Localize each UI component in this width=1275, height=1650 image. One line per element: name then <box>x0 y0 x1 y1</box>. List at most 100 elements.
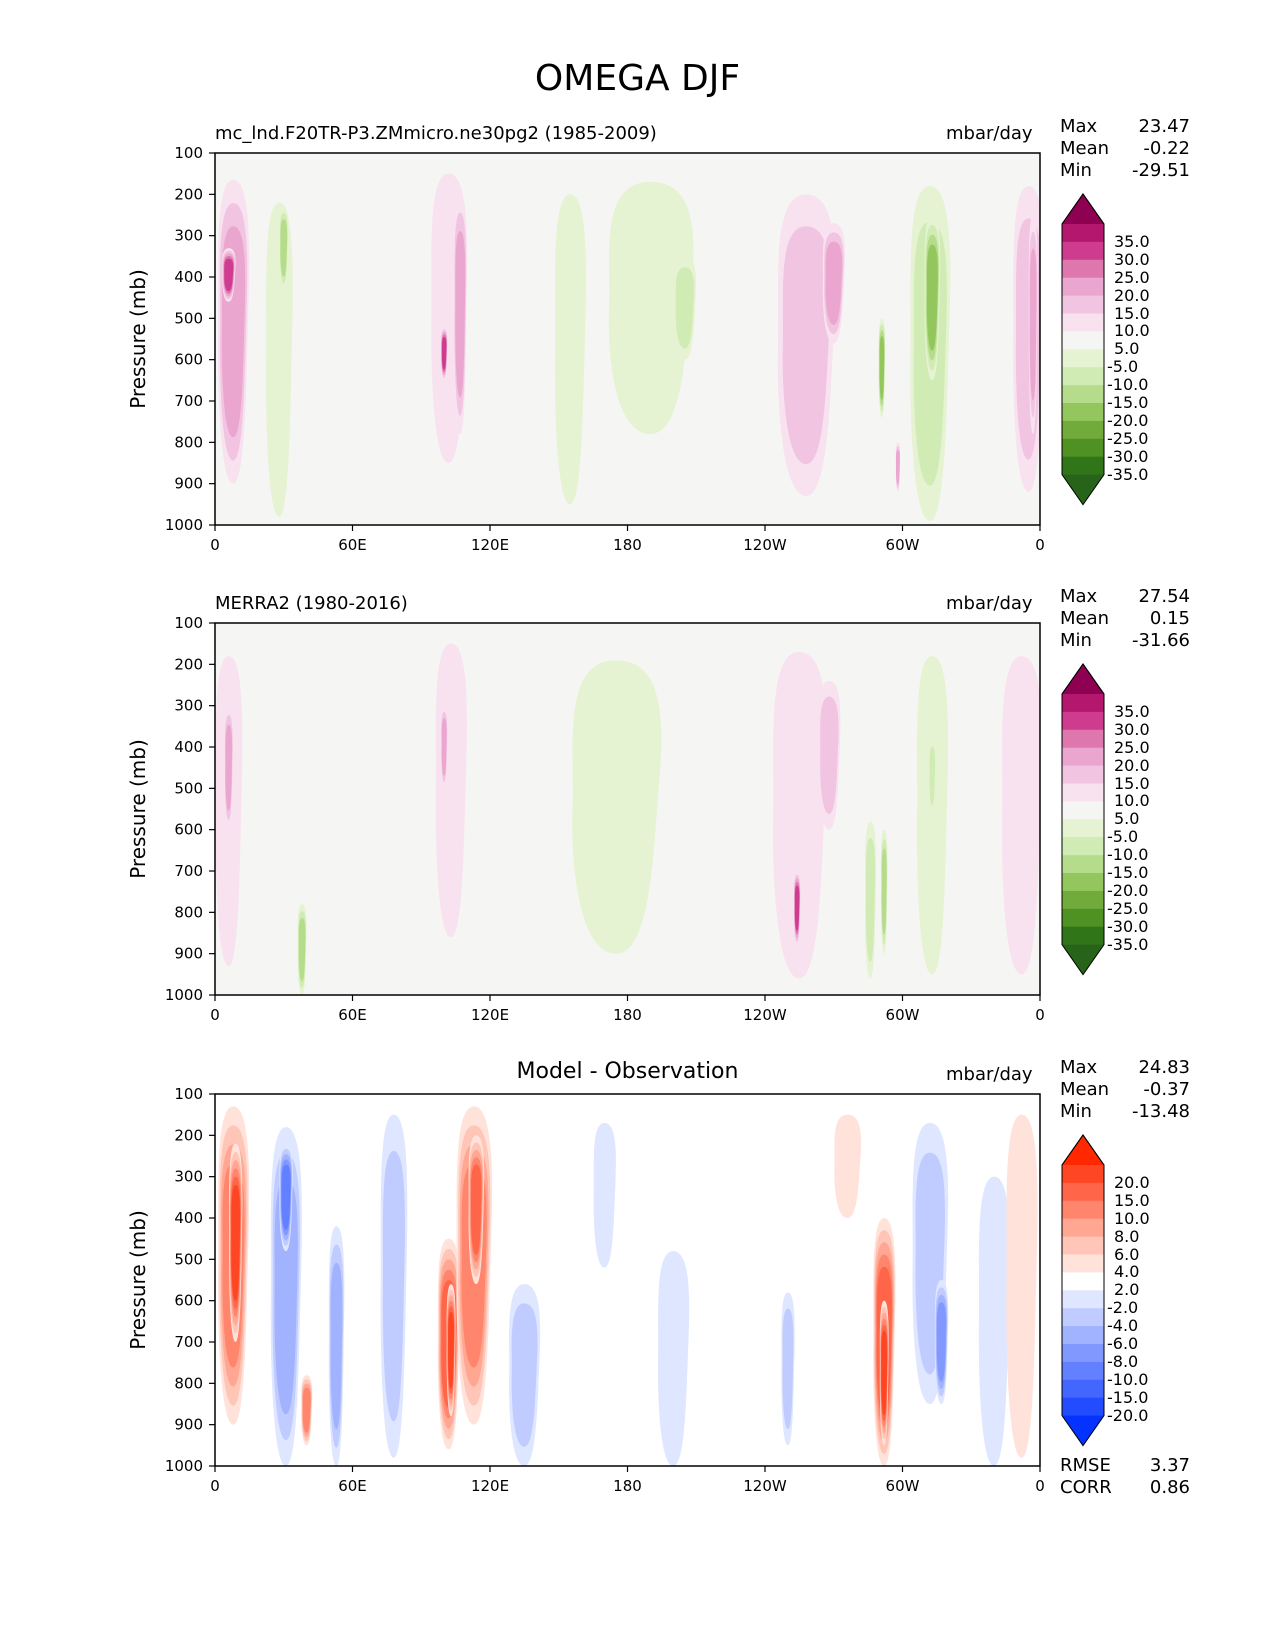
colorbar-extend-bottom <box>1062 1415 1104 1446</box>
colorbar-tick-label: 6.0 <box>1114 1244 1140 1264</box>
contour-feature-22-level-1 <box>1006 1114 1038 1458</box>
stat-label: Mean <box>1060 138 1110 159</box>
subplot-title: Model - Observation <box>516 1059 739 1084</box>
x-tick-label: 60W <box>886 1477 920 1495</box>
x-tick-label: 0 <box>210 1477 220 1495</box>
colorbar-swatch <box>1062 855 1104 874</box>
colorbar-swatch <box>1062 1344 1104 1363</box>
colorbar-swatch <box>1062 819 1104 838</box>
y-tick-label: 900 <box>174 1416 203 1434</box>
units-label: mbar/day <box>946 593 1033 614</box>
contour-feature-12-level-3 <box>825 241 843 325</box>
colorbar-tick-label: 10.0 <box>1114 1208 1150 1228</box>
contour-feature-11-level-5 <box>471 1164 482 1255</box>
contour-feature-14-level-3 <box>896 449 900 485</box>
colorbar-swatch <box>1062 873 1104 892</box>
contour-feature-18-level-6 <box>881 1330 888 1416</box>
contour-feature-8-level-1 <box>554 194 587 505</box>
stat-row-max: Max 23.47 <box>1060 116 1190 138</box>
colorbar-tick-label: 30.0 <box>1114 719 1150 739</box>
stat-value: -0.37 <box>1143 1079 1190 1100</box>
y-tick-label: 700 <box>174 862 203 880</box>
colorbar-swatch <box>1062 331 1104 350</box>
contour-feature-6-level-1 <box>572 660 662 954</box>
y-axis-label: Pressure (mb) <box>126 1210 150 1350</box>
x-tick-label: 60W <box>886 536 920 554</box>
stat-label: Max <box>1060 1057 1098 1078</box>
y-tick-label: 500 <box>174 1250 203 1268</box>
contour-feature-13-level-4 <box>879 336 885 400</box>
y-tick-label: 1000 <box>165 516 203 534</box>
contour-feature-11-level-2 <box>782 226 831 465</box>
stat-label: Min <box>1060 1101 1092 1122</box>
colorbar-outline <box>1061 663 1105 976</box>
contour-fields <box>217 173 1040 521</box>
contour-feature-13-level-1 <box>593 1122 616 1268</box>
colorbar-tick-label: -35.0 <box>1107 934 1149 954</box>
contour-feature-2-level-6 <box>231 1184 241 1301</box>
contour-feature-7-level-1 <box>773 651 827 979</box>
colorbar-tick-label: 10.0 <box>1114 791 1150 811</box>
colorbar-swatch <box>1062 783 1104 802</box>
colorbar-tick-label: 15.0 <box>1114 773 1150 793</box>
colorbar-swatch <box>1062 1272 1104 1291</box>
contour-feature-6-level-3 <box>455 230 466 398</box>
contour-feature-16-level-4 <box>926 244 938 351</box>
colorbar-tick-label: -35.0 <box>1107 464 1149 484</box>
contour-feature-12-level-2 <box>511 1303 538 1447</box>
metric-corr: CORR 0.86 <box>1060 1477 1190 1499</box>
colorbar-swatch <box>1062 403 1104 422</box>
colorbar-swatch <box>1062 1254 1104 1273</box>
colorbar-tick-label: -10.0 <box>1107 375 1149 395</box>
x-tick-label: 60W <box>886 1006 920 1024</box>
colorbar-swatch <box>1062 908 1104 928</box>
stat-value: 27.54 <box>1138 586 1190 607</box>
stat-value: -0.22 <box>1143 138 1190 159</box>
colorbar-tick-label: -6.0 <box>1107 1334 1139 1353</box>
contour-feature-7-level-2 <box>382 1150 405 1422</box>
y-tick-label: 800 <box>174 1374 203 1392</box>
colorbar-outline <box>1061 1134 1105 1447</box>
colorbar-swatch <box>1062 420 1104 440</box>
colorbar-tick-label: 20.0 <box>1114 1172 1150 1192</box>
colorbar-tick-label: 10.0 <box>1114 321 1150 341</box>
colorbar-swatch <box>1062 1379 1104 1399</box>
stat-row-min: Min -31.66 <box>1060 630 1190 652</box>
colorbar-swatch <box>1062 385 1104 404</box>
colorbar-tick-label: -15.0 <box>1107 393 1149 412</box>
colorbar-swatch <box>1062 456 1104 476</box>
colorbar-tick-label: 35.0 <box>1114 701 1150 721</box>
contour-feature-3-level-3 <box>298 917 306 982</box>
colorbar-swatch <box>1062 277 1104 297</box>
colorbar-tick-label: -30.0 <box>1107 446 1149 466</box>
colorbar-tick-label: -2.0 <box>1107 1298 1139 1318</box>
units-label: mbar/day <box>946 123 1033 144</box>
y-tick-label: 600 <box>174 821 203 839</box>
x-tick-label: 180 <box>613 536 642 554</box>
contour-feature-2-level-5 <box>224 258 234 292</box>
y-tick-label: 700 <box>174 392 203 410</box>
x-tick-label: 0 <box>210 536 220 554</box>
colorbar-tick-label: -15.0 <box>1107 863 1149 882</box>
contour-feature-9-level-5 <box>794 885 800 931</box>
plot-area <box>215 1094 1040 1466</box>
colorbar-tick-label: 2.0 <box>1114 1280 1140 1300</box>
contour-feature-14-level-1 <box>1001 656 1040 975</box>
colorbar-tick-label: 4.0 <box>1114 1262 1140 1282</box>
colorbar-swatch <box>1062 1236 1104 1255</box>
stat-value: 24.83 <box>1138 1057 1190 1078</box>
colorbar-swatch <box>1062 1326 1104 1345</box>
colorbar-tick-label: 8.0 <box>1114 1226 1140 1246</box>
colorbar-swatch <box>1062 259 1104 279</box>
contour-feature-4-level-3 <box>280 219 288 277</box>
colorbar-tick-label: -30.0 <box>1107 916 1149 936</box>
colorbar-tick-label: -4.0 <box>1107 1316 1139 1336</box>
contour-feature-11-level-3 <box>881 848 887 935</box>
contour-feature-5-level-4 <box>302 1387 311 1433</box>
y-tick-label: 500 <box>174 309 203 327</box>
colorbar-extend-top <box>1061 1134 1105 1166</box>
x-tick-label: 60E <box>338 1006 367 1024</box>
y-tick-label: 300 <box>174 1168 203 1186</box>
